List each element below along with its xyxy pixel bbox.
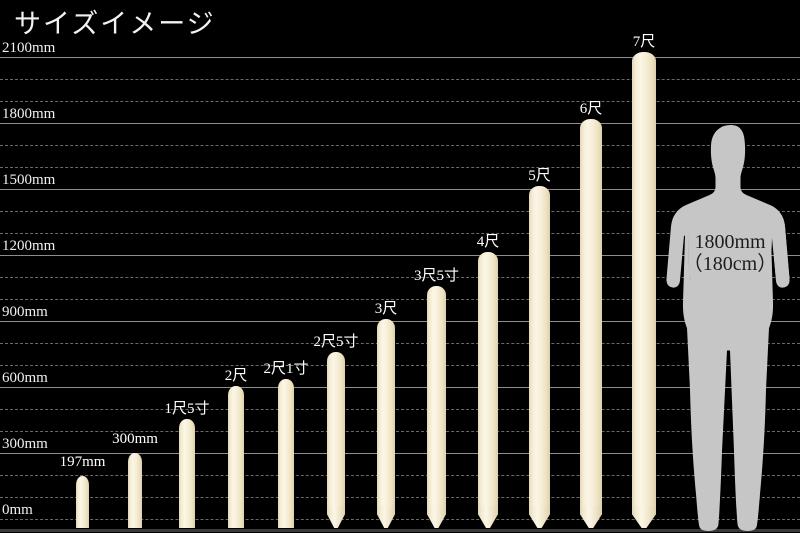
gridline-minor [0, 101, 800, 102]
bar[interactable] [278, 379, 294, 528]
gridline-major [0, 57, 800, 58]
bar[interactable] [179, 418, 195, 528]
person-height-mm: 1800mm [694, 231, 766, 253]
gridline-major [0, 453, 800, 454]
gridline-minor [0, 299, 800, 300]
bar-value-label: 3尺 [374, 301, 398, 318]
person-height-cm: （180cm） [682, 253, 778, 276]
gridline-minor [0, 519, 800, 520]
y-axis-label: 600mm [2, 370, 48, 386]
bar[interactable] [327, 352, 345, 528]
gridline-minor [0, 497, 800, 498]
person-silhouette [666, 123, 794, 533]
bar[interactable] [580, 119, 602, 528]
gridline-major [0, 189, 800, 190]
gridline-major [0, 255, 800, 256]
gridline-minor [0, 277, 800, 278]
bar-tapered-tip [580, 505, 602, 528]
bar-value-label: 2尺1寸 [263, 361, 309, 378]
y-axis-label: 900mm [2, 304, 48, 320]
gridline-major [0, 321, 800, 322]
bar[interactable] [128, 453, 142, 528]
bar[interactable] [529, 185, 550, 528]
bar-value-label: 5尺 [528, 167, 551, 184]
bar-tapered-tip [377, 505, 395, 528]
bar-value-label: 7尺 [632, 34, 656, 51]
bar-value-label: 197mm [59, 453, 106, 470]
gridline-minor [0, 79, 800, 80]
bar-value-label: 1尺5寸 [164, 400, 210, 417]
bar[interactable] [478, 252, 498, 528]
gridline-minor [0, 409, 800, 410]
bar-tapered-tip [427, 505, 446, 528]
bar-value-label: 2尺 [224, 367, 248, 384]
person-height-label: 1800mm （180cm） [674, 231, 786, 276]
bar-tapered-tip [529, 505, 550, 528]
gridline-major [0, 123, 800, 124]
y-axis-label: 1200mm [2, 238, 56, 254]
page-title: サイズイメージ [14, 9, 216, 40]
bar-value-label: 4尺 [476, 234, 500, 251]
bar-value-label: 2尺5寸 [313, 334, 359, 351]
bar[interactable] [228, 385, 244, 528]
bar[interactable] [427, 285, 446, 528]
gridline-minor [0, 365, 800, 366]
person-icon [666, 125, 790, 531]
y-axis-label: 0mm [2, 502, 33, 518]
bar[interactable] [377, 319, 395, 528]
y-axis-label: 1500mm [2, 172, 56, 188]
gridline-minor [0, 145, 800, 146]
bar-tapered-tip [632, 505, 656, 528]
gridline-minor [0, 233, 800, 234]
bar-tapered-tip [478, 505, 498, 528]
bar-value-label: 300mm [112, 431, 158, 447]
y-axis-label: 300mm [2, 436, 48, 452]
axis-baseline [0, 529, 800, 532]
gridline-minor [0, 475, 800, 476]
gridline-minor [0, 431, 800, 432]
gridline-minor [0, 343, 800, 344]
y-axis-label: 2100mm [2, 40, 56, 56]
bar-value-label: 3尺5寸 [413, 267, 459, 284]
y-axis-label: 1800mm [2, 106, 56, 122]
gridline-minor [0, 211, 800, 212]
gridline-minor [0, 167, 800, 168]
bar-value-label: 6尺 [579, 101, 603, 118]
bar[interactable] [76, 475, 89, 528]
bar-tapered-tip [327, 505, 345, 528]
gridline-major [0, 387, 800, 388]
bar[interactable] [632, 52, 656, 528]
